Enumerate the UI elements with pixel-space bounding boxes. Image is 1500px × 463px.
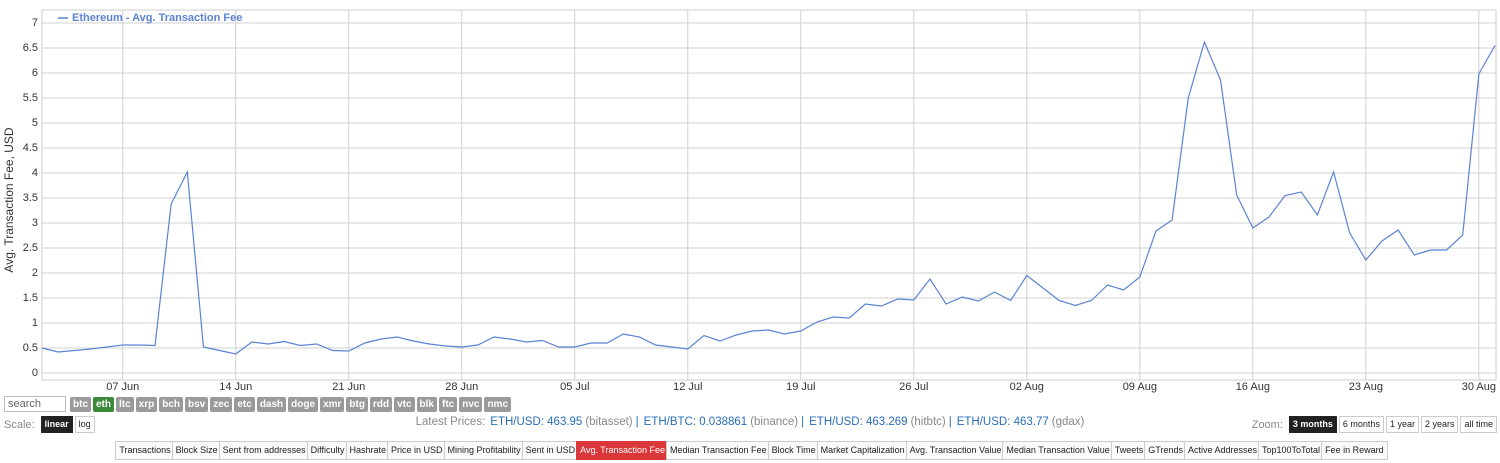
x-tick-label: 07 Jun <box>106 381 139 393</box>
price-source: (bitasset) <box>585 416 633 428</box>
x-tick-label: 12 Jul <box>673 381 702 393</box>
coin-button[interactable]: ltc <box>116 396 134 412</box>
tab-button[interactable]: Median Transaction Fee <box>666 441 771 460</box>
y-tick-label: 6 <box>32 67 38 79</box>
scale-row: Scale: linear log <box>4 416 95 433</box>
y-tick-label: 7 <box>32 17 38 29</box>
scale-button[interactable]: linear <box>40 416 73 433</box>
coin-button[interactable]: doge <box>288 396 319 412</box>
y-tick-label: 1.5 <box>23 292 38 304</box>
price-source: (binance) <box>750 416 799 428</box>
zoom-button[interactable]: 2 years <box>1420 416 1459 433</box>
y-tick-label: 0.5 <box>23 342 38 354</box>
tab-button[interactable]: Block Time <box>767 441 820 460</box>
y-axis-title: Avg. Transaction Fee, USD <box>2 127 16 273</box>
chart: Avg. Transaction Fee, USD 0 0.5 1 1.5 2 2.5 3 3… <box>2 9 1497 393</box>
tab-button[interactable]: Top100ToTotal <box>1258 441 1325 460</box>
tab-button[interactable]: Difficulty <box>306 441 349 460</box>
coin-button[interactable]: btc <box>70 396 91 412</box>
y-tick-label: 3.5 <box>23 192 38 204</box>
coin-button[interactable]: blk <box>416 396 437 412</box>
y-tick-label: 5.5 <box>23 92 38 104</box>
coin-button[interactable]: btg <box>346 396 368 412</box>
y-tick-label: 3 <box>32 217 38 229</box>
tab-button[interactable]: Fee in Reward <box>1321 441 1388 460</box>
y-tick-label: 4 <box>32 167 38 179</box>
line-series <box>41 40 1496 355</box>
zoom-button[interactable]: all time <box>1460 416 1497 433</box>
coin-button[interactable]: nvc <box>459 396 483 412</box>
tab-button[interactable]: Hashrate <box>345 441 391 460</box>
x-tick-label: 16 Aug <box>1236 381 1270 393</box>
x-tick-label: 28 Jun <box>445 381 478 393</box>
x-tick-label: 21 Jun <box>332 381 365 393</box>
tab-button[interactable]: Market Capitalization <box>816 441 909 460</box>
y-tick-label: 6.5 <box>23 42 38 54</box>
prices-row: Latest Prices: ETH/USD: 463.95 (bitasset) |… <box>0 416 1500 428</box>
coin-button[interactable]: ftc <box>438 396 458 412</box>
x-tick-label: 19 Jul <box>786 381 815 393</box>
separator: | <box>635 416 639 428</box>
y-tick-label: 5 <box>32 117 38 129</box>
coin-button[interactable]: bsv <box>185 396 209 412</box>
coin-row: search btc eth ltc xrp bch bsv zec etc dash doge xm… <box>4 396 512 412</box>
x-tick-label: 26 Jul <box>899 381 928 393</box>
tab-button[interactable]: Transactions <box>115 441 175 460</box>
tab-button[interactable]: GTrends <box>1144 441 1187 460</box>
plot-frame <box>41 9 1497 381</box>
coin-button[interactable]: vtc <box>394 396 415 412</box>
zoom-button[interactable]: 6 months <box>1338 416 1384 433</box>
coin-button[interactable]: etc <box>234 396 255 412</box>
tab-button[interactable]: Avg. Transaction Value <box>905 441 1006 460</box>
coin-button[interactable]: dash <box>256 396 287 412</box>
tab-button[interactable]: Price in USD <box>387 441 447 460</box>
price-source: (hitbtc) <box>910 416 946 428</box>
coin-button[interactable]: eth <box>93 396 114 412</box>
search-input[interactable]: search <box>4 396 66 412</box>
price-text[interactable]: ETH/USD: 463.269 <box>809 416 908 428</box>
x-tick-label: 23 Aug <box>1349 381 1383 393</box>
price-source: (gdax) <box>1051 416 1085 428</box>
y-tick-label: 4.5 <box>23 142 38 154</box>
x-tick-label: 30 Aug <box>1462 381 1496 393</box>
zoom-label: Zoom: <box>1251 418 1283 431</box>
tab-button[interactable]: Sent from addresses <box>218 441 310 460</box>
price-text[interactable]: ETH/USD: 463.95 <box>490 416 583 428</box>
coin-button[interactable]: bch <box>159 396 184 412</box>
coin-button[interactable]: xmr <box>320 396 345 412</box>
tab-button[interactable]: Mining Profitability <box>443 441 525 460</box>
tab-button[interactable]: Median Transaction Value <box>1002 441 1114 460</box>
tab-button[interactable]: Sent in USD <box>521 441 580 460</box>
coin-button[interactable]: nmc <box>484 396 512 412</box>
x-tick-label: 14 Jun <box>219 381 252 393</box>
y-tick-label: 1 <box>32 317 38 329</box>
separator: | <box>801 416 805 428</box>
legend-label: Ethereum - Avg. Transaction Fee <box>72 12 242 24</box>
zoom-row: Zoom: 3 months 6 months 1 year 2 years all ti… <box>1252 416 1497 433</box>
y-tick-label: 2 <box>32 267 38 279</box>
tab-button[interactable]: Tweets <box>1110 441 1148 460</box>
price-text[interactable]: ETH/BTC: 0.038861 <box>643 416 748 428</box>
tab-button[interactable]: Block Size <box>171 441 222 460</box>
scale-button[interactable]: log <box>74 416 95 433</box>
coin-button[interactable]: zec <box>210 396 233 412</box>
x-tick-label: 09 Aug <box>1123 381 1157 393</box>
tab-button[interactable]: Avg. Transaction Fee <box>576 441 669 460</box>
coin-button[interactable]: xrp <box>135 396 158 412</box>
tabs-row: Transactions Block Size Sent from addresse… <box>0 441 1500 460</box>
y-tick-label: 2.5 <box>23 242 38 254</box>
y-tick-label: 0 <box>32 367 38 379</box>
zoom-button[interactable]: 3 months <box>1288 416 1337 433</box>
tab-button[interactable]: Active Addresses <box>1183 441 1262 460</box>
separator: | <box>948 416 952 428</box>
coin-button[interactable]: rdd <box>369 396 393 412</box>
scale-label: Scale: <box>4 418 35 431</box>
prices-label: Latest Prices: <box>415 416 486 428</box>
price-text[interactable]: ETH/USD: 463.77 <box>956 416 1049 428</box>
x-tick-label: 05 Jul <box>560 381 589 393</box>
x-tick-label: 02 Aug <box>1010 381 1044 393</box>
zoom-button[interactable]: 1 year <box>1385 416 1419 433</box>
